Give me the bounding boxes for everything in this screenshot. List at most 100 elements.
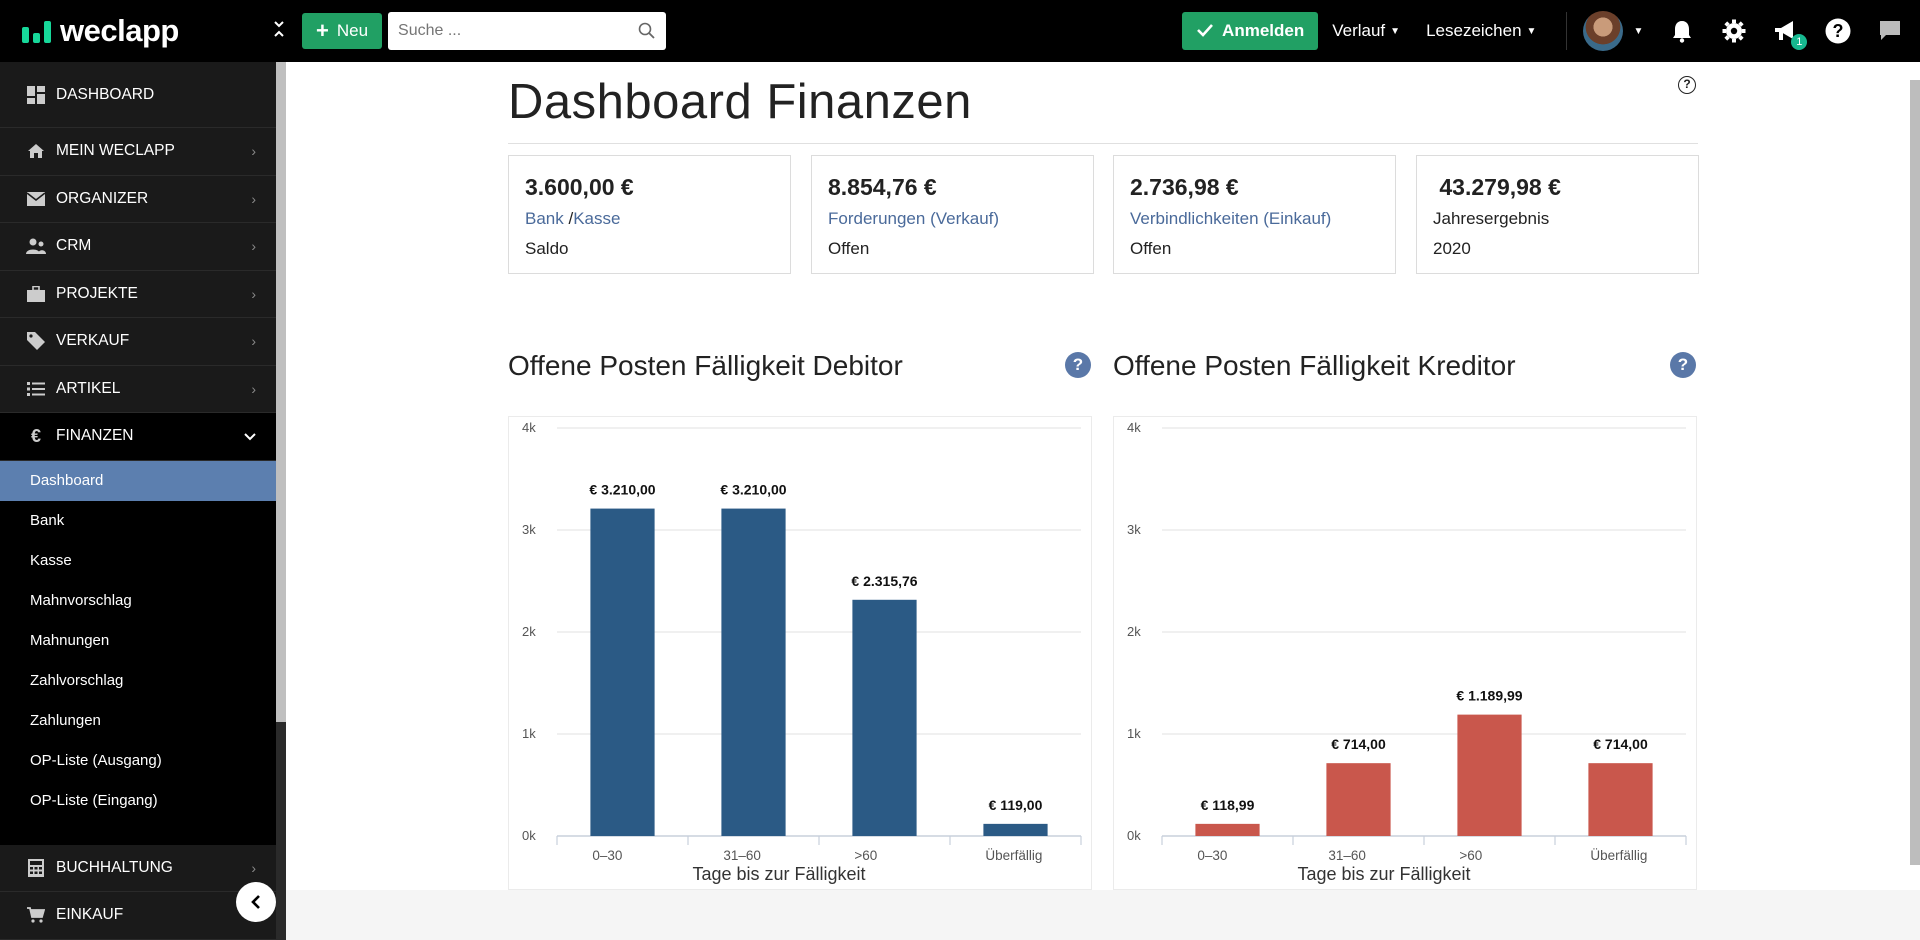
avatar[interactable]	[1583, 11, 1624, 51]
chat-icon[interactable]	[1877, 18, 1903, 44]
sidebar-subitem-kasse[interactable]: Kasse	[30, 552, 72, 569]
bar	[1457, 714, 1522, 836]
logo-icon	[22, 17, 52, 45]
kreditor-chart-title: Offene Posten Fälligkeit Kreditor	[1113, 350, 1516, 381]
x-tick-label: 0–30	[592, 848, 622, 863]
chevron-right-icon: ›	[251, 238, 256, 255]
sidebar-scrollbar[interactable]	[276, 62, 286, 722]
chevron-right-icon: ›	[251, 333, 256, 350]
sidebar-item-label: BUCHHALTUNG	[56, 858, 173, 876]
help-icon[interactable]: ?	[1678, 76, 1696, 94]
data-label: € 2.315,76	[851, 573, 917, 589]
y-tick-label: 4k	[1127, 420, 1141, 435]
x-tick-label: 0–30	[1197, 848, 1227, 863]
new-button-label: Neu	[336, 21, 369, 40]
bar	[590, 508, 655, 836]
sidebar-item-crm[interactable]: CRM ›	[0, 223, 276, 271]
sidebar-item-organizer[interactable]: ORGANIZER ›	[0, 175, 276, 223]
lesezeichen-menu[interactable]: Lesezeichen ▼	[1426, 21, 1536, 41]
y-tick-label: 3k	[522, 522, 536, 537]
help-icon[interactable]: ?	[1065, 352, 1091, 378]
sidebar-item-label: MEIN WECLAPP	[56, 142, 175, 160]
y-tick-label: 0k	[522, 828, 536, 843]
tag-icon	[26, 331, 46, 351]
divider	[1566, 12, 1568, 50]
sidebar-subitem-mahnungen[interactable]: Mahnungen	[30, 632, 110, 649]
kpi-links: Bank /Kasse	[525, 209, 790, 229]
sidebar-item-label: DASHBOARD	[56, 85, 155, 103]
sidebar-item-dashboard[interactable]: DASHBOARD	[0, 62, 276, 128]
kpi-card-forderungen: 8.854,76 € Forderungen (Verkauf) Offen	[811, 155, 1094, 274]
x-tick-label: >60	[854, 848, 877, 863]
sidebar-subitem-op-liste-ausgang[interactable]: OP-Liste (Ausgang)	[30, 752, 162, 769]
sidebar-item-label: FINANZEN	[56, 427, 134, 445]
debitor-chart: 0k 1k 2k 3k 4k € 3.210,00 0–30 € 3.210,00 31–60 €…	[508, 416, 1092, 890]
sidebar-subitem-zahlvorschlag[interactable]: Zahlvorschlag	[30, 672, 124, 689]
forderungen-link[interactable]: Forderungen (Verkauf)	[828, 209, 1000, 228]
plus-icon: +	[316, 18, 329, 43]
main-scrollbar[interactable]	[1910, 80, 1920, 865]
data-label: € 119,00	[989, 797, 1043, 813]
notification-badge: 1	[1791, 34, 1808, 50]
sidebar-subitem-mahnvorschlag[interactable]: Mahnvorschlag	[30, 592, 132, 609]
x-tick-label: Überfällig	[985, 848, 1042, 863]
verlauf-label: Verlauf	[1332, 21, 1386, 40]
chevron-right-icon: ›	[251, 285, 256, 302]
bank-link[interactable]: Bank	[525, 209, 564, 228]
gear-icon[interactable]	[1721, 18, 1747, 44]
x-axis-label: Tage bis zur Fälligkeit	[692, 864, 865, 884]
divider	[508, 143, 1698, 144]
bell-icon[interactable]	[1669, 18, 1695, 44]
calculator-icon	[26, 858, 46, 878]
verlauf-menu[interactable]: Verlauf ▼	[1332, 21, 1400, 41]
verbindlichkeiten-link[interactable]: Verbindlichkeiten (Einkauf)	[1130, 209, 1332, 228]
sidebar-item-einkauf[interactable]: EINKAUF	[0, 892, 276, 940]
sidebar-subitem-bank[interactable]: Bank	[30, 512, 65, 529]
anmelden-button[interactable]: Anmelden	[1182, 12, 1319, 50]
list-icon	[26, 379, 46, 399]
dashboard-icon	[26, 85, 46, 105]
home-icon	[26, 141, 46, 161]
help-icon[interactable]: ?	[1825, 18, 1851, 44]
bar	[721, 508, 786, 836]
caret-down-icon: ▼	[1390, 25, 1401, 37]
collapse-arrows-icon[interactable]	[262, 20, 296, 42]
x-tick-label: Überfällig	[1590, 848, 1647, 863]
sidebar-subitem-dashboard[interactable]: Dashboard	[0, 460, 276, 501]
caret-down-icon: ▼	[1526, 25, 1537, 37]
collapse-sidebar-button[interactable]	[236, 882, 276, 922]
top-bar: weclapp + Neu Anmelden Verlauf ▼ Lesezei…	[0, 0, 1920, 62]
sidebar-item-verkauf[interactable]: VERKAUF ›	[0, 318, 276, 366]
sidebar-subitem-op-liste-eingang[interactable]: OP-Liste (Eingang)	[30, 792, 158, 809]
sidebar-item-artikel[interactable]: ARTIKEL ›	[0, 365, 276, 413]
logo[interactable]: weclapp	[22, 13, 262, 49]
sidebar-item-buchhaltung[interactable]: BUCHHALTUNG ›	[0, 844, 276, 892]
sidebar-item-mein-weclapp[interactable]: MEIN WECLAPP ›	[0, 128, 276, 176]
kpi-card-verbindlichkeiten: 2.736,98 € Verbindlichkeiten (Einkauf) O…	[1113, 155, 1396, 274]
kasse-link[interactable]: Kasse	[573, 209, 621, 228]
kpi-subtitle: Offen	[828, 239, 870, 258]
kpi-card-jahresergebnis: 43.279,98 € Jahresergebnis 2020	[1416, 155, 1699, 274]
x-tick-label: 31–60	[1328, 848, 1366, 863]
bar	[1588, 763, 1653, 836]
euro-icon: €	[30, 425, 41, 446]
cart-icon	[26, 905, 46, 925]
sidebar-subitem-zahlungen[interactable]: Zahlungen	[30, 712, 101, 729]
kreditor-chart: 0k 1k 2k 3k 4k € 118,99 0–30 € 714,00 31–60 € 1.1…	[1113, 416, 1697, 890]
bar	[1195, 823, 1260, 836]
chevron-right-icon: ›	[251, 143, 256, 160]
sidebar-item-projekte[interactable]: PROJEKTE ›	[0, 270, 276, 318]
caret-down-icon[interactable]: ▼	[1633, 25, 1644, 37]
new-button[interactable]: + Neu	[302, 13, 383, 49]
kpi-card-bank-kasse: 3.600,00 € Bank /Kasse Saldo	[508, 155, 791, 274]
search-icon[interactable]	[638, 22, 656, 40]
sidebar-item-finanzen[interactable]: € FINANZEN	[0, 413, 276, 461]
search-input[interactable]	[388, 12, 629, 50]
data-label: € 118,99	[1201, 797, 1255, 813]
bar	[1326, 763, 1391, 836]
megaphone-icon[interactable]: 1	[1773, 18, 1808, 50]
svg-text:?: ?	[1833, 21, 1844, 41]
help-icon[interactable]: ?	[1670, 352, 1696, 378]
data-label: € 1.189,99	[1456, 688, 1522, 704]
sidebar: DASHBOARD MEIN WECLAPP › ORGANIZER › CRM…	[0, 62, 286, 940]
